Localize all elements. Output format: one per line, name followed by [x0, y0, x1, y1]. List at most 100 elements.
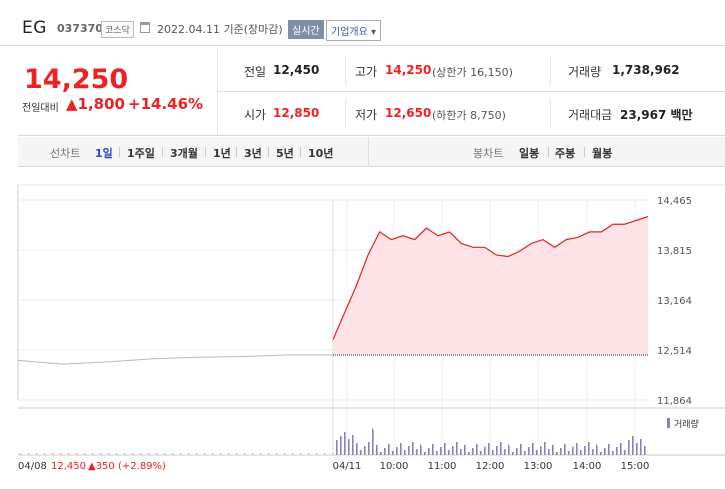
volume-bar [544, 442, 546, 455]
prev-volume-bar [124, 453, 126, 455]
volume-bar [532, 443, 534, 455]
volume-bar [548, 449, 550, 455]
volume-label: 거래량 [568, 65, 602, 79]
open-label: 시가 [244, 108, 267, 122]
tab-1year[interactable]: 1년 [213, 147, 231, 160]
divider [217, 91, 725, 92]
volume-legend-label: 거래량 [674, 418, 699, 430]
volume-bar [504, 449, 506, 455]
prev-volume-bar [84, 453, 86, 455]
volume-bar [456, 442, 458, 455]
volume-bar [640, 439, 642, 455]
x-tick-label: 12:00 [476, 461, 505, 472]
x-tick-label: 10:00 [380, 461, 409, 472]
today-area [333, 216, 648, 355]
volume-bar [448, 450, 450, 455]
company-overview-dropdown[interactable]: 기업개요 ▾ [326, 20, 381, 41]
lower-limit: (하한가 8,750) [432, 109, 506, 122]
volume-bar [344, 432, 346, 455]
prev-volume-bar [308, 453, 310, 455]
volume-bar [440, 447, 442, 455]
prev-volume-bar [68, 453, 70, 455]
prev-volume-bar [44, 453, 46, 455]
prev-day-line [17, 354, 333, 365]
volume-bar [476, 444, 478, 455]
volume-bar [632, 436, 634, 455]
y-tick-label: 13,815 [657, 246, 692, 257]
volume-bar [612, 451, 614, 455]
tab-weekly-candle[interactable]: 주봉 [555, 147, 576, 160]
volume-bar [396, 447, 398, 455]
prev-volume-bar [204, 453, 206, 455]
low-label: 저가 [355, 108, 378, 122]
low-value: 12,650 [385, 106, 432, 120]
prev-volume-bar [244, 453, 246, 455]
volume-bar [604, 448, 606, 455]
prev-volume-bar [20, 453, 22, 455]
date-basis: 2022.04.11 기준(장마감) [157, 21, 283, 37]
volume-bar [468, 452, 470, 455]
volume-bar [472, 448, 474, 455]
change-value: ▲1,800 [66, 95, 125, 113]
prev-label: 전일 [244, 65, 267, 79]
volume-bar [616, 447, 618, 455]
divider [217, 48, 218, 136]
realtime-button[interactable]: 실시간 [288, 20, 324, 39]
tab-separator [162, 147, 163, 157]
volume-bar [600, 452, 602, 455]
tab-5year[interactable]: 5년 [276, 147, 294, 160]
volume-bar [480, 451, 482, 455]
prev-volume-bar [36, 453, 38, 455]
price-summary: 14,250 전일대비 ▲1,800 +14.46% 전일 12,450 고가 … [18, 48, 725, 136]
volume-bar [528, 447, 530, 455]
tab-separator [205, 147, 206, 157]
prev-volume-bar [132, 453, 134, 455]
prev-volume-bar [268, 453, 270, 455]
prev-volume-bar [228, 453, 230, 455]
prev-volume-bar [164, 453, 166, 455]
volume-bar [416, 449, 418, 455]
prev-volume-bar [252, 453, 254, 455]
tab-3month[interactable]: 3개월 [170, 147, 198, 160]
tab-separator [119, 147, 120, 157]
prev-volume-bar [140, 453, 142, 455]
volume-bar [436, 451, 438, 455]
tab-10year[interactable]: 10년 [308, 147, 334, 160]
y-tick-label: 12,514 [657, 346, 692, 357]
volume-bar [512, 452, 514, 455]
calendar-icon [140, 22, 150, 33]
tab-1day[interactable]: 1일 [95, 147, 113, 160]
tab-3year[interactable]: 3년 [244, 147, 262, 160]
volume-bar [508, 445, 510, 455]
volume-bar [336, 440, 338, 455]
x-tick-label: 14:00 [573, 461, 602, 472]
y-tick-label: 11,864 [657, 396, 692, 407]
tab-daily-candle[interactable]: 일봉 [519, 147, 540, 160]
volume-bar [432, 444, 434, 455]
high-label: 고가 [355, 65, 378, 79]
volume-bar [560, 448, 562, 455]
volume-bar [572, 447, 574, 455]
prev-volume-bar [92, 453, 94, 455]
volume-bar [536, 450, 538, 455]
amount-value: 23,967 백만 [620, 108, 693, 122]
y-tick-label: 14,465 [657, 196, 692, 207]
x-tick-label: 04/11 [333, 461, 362, 472]
volume-bar [636, 443, 638, 455]
tab-monthly-candle[interactable]: 월봉 [592, 147, 613, 160]
tab-1week[interactable]: 1주일 [127, 147, 155, 160]
basis-text: 기준(장마감) [223, 23, 283, 36]
volume-bar [420, 445, 422, 455]
x-tick-label: 11:00 [428, 461, 457, 472]
x-tick-label: 13:00 [524, 461, 553, 472]
y-tick-label: 13,164 [657, 296, 692, 307]
line-chart-label: 선차트 [50, 147, 81, 160]
prev-volume-bar [220, 453, 222, 455]
volume-bar [564, 444, 566, 455]
volume-bar [500, 442, 502, 455]
volume-bar [592, 449, 594, 455]
tab-group-divider [368, 137, 369, 167]
footer-date: 04/08 [18, 461, 47, 472]
volume-bar [376, 445, 378, 455]
